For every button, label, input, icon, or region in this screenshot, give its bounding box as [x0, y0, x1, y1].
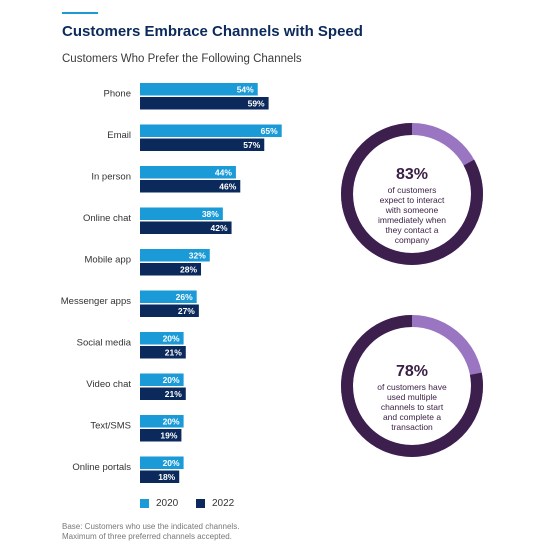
category-label: Text/SMS [90, 421, 131, 432]
bar-2020 [140, 332, 184, 345]
stat-text-83: 83% of customers expect to interact with… [352, 166, 472, 245]
category-label: Online chat [83, 213, 131, 224]
bar-value-label: 26% [176, 292, 193, 302]
bar-value-label: 38% [202, 209, 219, 219]
bar-2020 [140, 415, 184, 428]
stat-description: of customers have used multiple channels… [352, 382, 472, 432]
page-title: Customers Embrace Channels with Speed [62, 23, 363, 40]
bar-value-label: 20% [163, 458, 180, 468]
bar-2022 [140, 263, 202, 276]
legend-swatch-2022 [196, 499, 205, 508]
legend-item-2022: 2022 [196, 498, 234, 509]
category-label: Online portals [72, 462, 131, 473]
legend-label-2020: 2020 [156, 498, 179, 509]
category-label: Email [107, 130, 131, 141]
bar-2020 [140, 83, 258, 96]
title-accent-line [62, 12, 98, 14]
ring-arc [341, 123, 483, 265]
category-label: Social media [77, 338, 132, 349]
bar-2020 [140, 456, 184, 469]
stat-desc-line: channels to start [380, 402, 444, 412]
stat-desc-line: they contact a [385, 225, 439, 235]
bar-2022 [140, 346, 186, 359]
stat-ring-78 [341, 315, 483, 457]
category-label: In person [91, 172, 131, 183]
bar-value-label: 21% [165, 348, 182, 358]
bar-2020 [140, 290, 197, 303]
bar-value-label: 28% [180, 265, 197, 275]
bar-2022 [140, 304, 199, 317]
legend-item-2020: 2020 [140, 498, 178, 509]
bar-value-label: 20% [163, 334, 180, 344]
stat-desc-line: transaction [391, 422, 433, 432]
legend-label-2022: 2022 [212, 498, 235, 509]
bar-2020 [140, 373, 184, 386]
bar-2022 [140, 470, 180, 483]
bar-2020 [140, 249, 210, 262]
bar-value-label: 32% [189, 251, 206, 261]
bar-value-label: 19% [160, 431, 177, 441]
stat-desc-line: used multiple [386, 392, 438, 402]
legend-swatch-2020 [140, 499, 149, 508]
bar-value-label: 42% [211, 223, 228, 233]
stat-desc-line: with someone [385, 205, 439, 215]
stat-percent: 78% [395, 363, 429, 380]
stat-text-78: 78% of customers have used multiple chan… [352, 363, 472, 432]
stat-description: of customers expect to interact with som… [352, 185, 472, 245]
stat-desc-line: company [394, 235, 430, 245]
bar-2020 [140, 207, 223, 220]
bar-value-label: 27% [178, 306, 195, 316]
bar-value-label: 18% [158, 472, 175, 482]
bar-value-label: 20% [163, 375, 180, 385]
bar-2022 [140, 97, 269, 110]
stat-desc-line: of customers have [377, 382, 447, 392]
bar-value-label: 59% [248, 99, 265, 109]
bar-2020 [140, 124, 282, 137]
bar-value-label: 21% [165, 389, 182, 399]
bar-value-label: 65% [261, 126, 278, 136]
footnote-line-1: Base: Customers who use the indicated ch… [62, 522, 240, 531]
bar-2022 [140, 221, 232, 234]
bar-value-label: 44% [215, 168, 232, 178]
chart-subtitle: Customers Who Prefer the Following Chann… [62, 53, 302, 65]
stat-desc-line: immediately when [377, 215, 447, 225]
bar-value-label: 54% [237, 85, 254, 95]
stat-desc-line: of customers [387, 185, 437, 195]
ring-arc [341, 315, 483, 457]
category-label: Video chat [86, 379, 131, 390]
stat-percent: 83% [395, 166, 429, 183]
bar-value-label: 57% [243, 140, 260, 150]
stat-ring-83 [341, 123, 483, 265]
bar-2022 [140, 387, 186, 400]
stat-desc-line: and complete a [382, 412, 442, 422]
bar-2020 [140, 166, 236, 179]
bar-value-label: 46% [219, 182, 236, 192]
bar-2022 [140, 429, 182, 442]
footnote-line-2: Maximum of three preferred channels acce… [62, 532, 232, 541]
category-label: Messenger apps [61, 296, 131, 307]
bar-2022 [140, 180, 241, 193]
category-label: Phone [104, 89, 131, 100]
bar-2022 [140, 138, 265, 151]
bar-value-label: 20% [163, 417, 180, 427]
category-label: Mobile app [85, 255, 131, 266]
stat-desc-line: expect to interact [379, 195, 445, 205]
